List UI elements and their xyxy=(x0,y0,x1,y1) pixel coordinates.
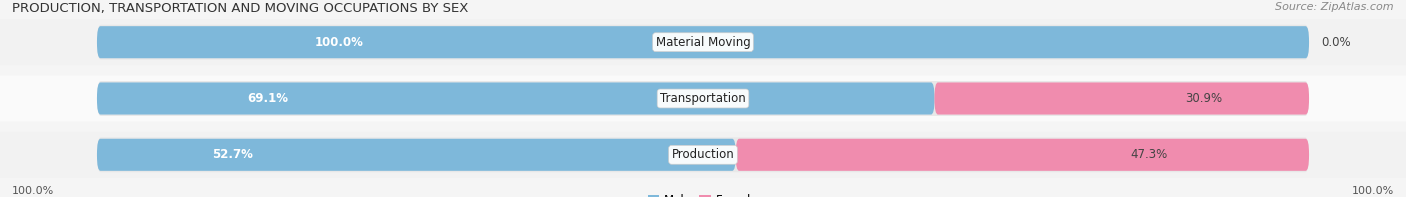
FancyBboxPatch shape xyxy=(0,19,1406,65)
Text: 0.0%: 0.0% xyxy=(1322,36,1351,49)
Text: Transportation: Transportation xyxy=(661,92,745,105)
Text: Material Moving: Material Moving xyxy=(655,36,751,49)
FancyBboxPatch shape xyxy=(0,75,1406,122)
Text: Source: ZipAtlas.com: Source: ZipAtlas.com xyxy=(1275,2,1393,12)
Text: 100.0%: 100.0% xyxy=(1351,186,1393,196)
FancyBboxPatch shape xyxy=(735,139,1309,171)
FancyBboxPatch shape xyxy=(0,132,1406,178)
FancyBboxPatch shape xyxy=(97,137,1309,172)
FancyBboxPatch shape xyxy=(97,25,1309,60)
FancyBboxPatch shape xyxy=(97,83,935,114)
FancyBboxPatch shape xyxy=(935,83,1309,114)
Text: 52.7%: 52.7% xyxy=(212,148,253,161)
Text: 100.0%: 100.0% xyxy=(13,186,55,196)
FancyBboxPatch shape xyxy=(97,81,1309,116)
Text: 47.3%: 47.3% xyxy=(1130,148,1167,161)
FancyBboxPatch shape xyxy=(97,26,1309,58)
Text: 30.9%: 30.9% xyxy=(1185,92,1223,105)
FancyBboxPatch shape xyxy=(97,139,735,171)
Text: Production: Production xyxy=(672,148,734,161)
Legend: Male, Female: Male, Female xyxy=(648,194,758,197)
Text: PRODUCTION, TRANSPORTATION AND MOVING OCCUPATIONS BY SEX: PRODUCTION, TRANSPORTATION AND MOVING OC… xyxy=(13,2,468,15)
Text: 69.1%: 69.1% xyxy=(247,92,288,105)
Text: 100.0%: 100.0% xyxy=(315,36,364,49)
